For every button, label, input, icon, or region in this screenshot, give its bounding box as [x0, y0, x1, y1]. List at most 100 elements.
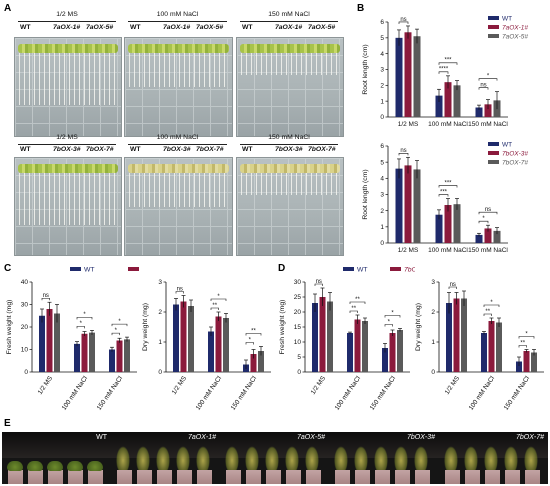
bar: [523, 351, 530, 372]
significance-bracket: [438, 194, 449, 197]
genotype-label: 7aOX-1#: [53, 24, 81, 31]
plant: [444, 446, 458, 470]
plate-condition-label: 100 mM NaCl: [156, 11, 199, 18]
y-tick-label: 2: [380, 208, 384, 215]
plant: [156, 446, 170, 470]
y-tick-label: 0: [431, 369, 435, 376]
x-tick-label: 100 mM NaCl: [428, 247, 468, 254]
plate-condition-label: 150 mM NaCl: [268, 11, 310, 18]
bar: [250, 354, 257, 372]
significance-bracket: [518, 345, 527, 348]
bar: [46, 309, 53, 372]
bar: [39, 315, 45, 372]
photo-genotype-label: 7bOX-7#: [515, 434, 544, 441]
bar: [404, 165, 412, 243]
photo-genotype-label: 7aOX-1#: [187, 434, 216, 441]
bar: [435, 95, 443, 117]
significance-bracket: [210, 298, 227, 301]
significance-label: *: [482, 216, 485, 222]
y-tick-label: 5: [380, 35, 384, 42]
pot: [177, 470, 192, 484]
plant: [196, 446, 210, 470]
pot: [485, 470, 500, 484]
legend-swatch: [70, 267, 81, 271]
significance-bracket: [478, 211, 498, 215]
y-tick-label: 3: [431, 279, 435, 286]
plant: [374, 446, 388, 470]
y-tick-label: 5: [297, 354, 301, 361]
significance-label: ns: [43, 293, 49, 299]
significance-label: **: [212, 303, 217, 309]
x-tick-label: 100 mM NaCl: [428, 121, 468, 128]
genotype-label: 7aOX-5#: [308, 24, 336, 31]
bar: [404, 32, 412, 117]
pot: [246, 470, 261, 484]
photo-genotype-label: WT: [96, 434, 107, 441]
plant: [285, 446, 299, 470]
plant: [47, 461, 63, 471]
plant: [524, 446, 538, 470]
y-axis-label: Dry weight (mg): [415, 303, 422, 351]
y-tick-label: 0: [24, 369, 28, 376]
genotype-label: WT: [242, 146, 253, 153]
plant: [484, 446, 498, 470]
plant: [176, 446, 190, 470]
bar: [258, 351, 264, 372]
bar: [116, 340, 123, 372]
significance-bracket: [448, 286, 457, 289]
plate-header-rule: [18, 144, 116, 145]
pot: [266, 470, 281, 484]
bar: [475, 234, 483, 243]
significance-bracket: [175, 291, 184, 294]
pot: [68, 470, 83, 484]
y-tick-label: 20: [294, 309, 302, 316]
y-tick-label: 2: [380, 83, 384, 90]
significance-bracket: [398, 21, 409, 24]
panel-letter-c: C: [4, 263, 12, 274]
y-tick-label: 40: [21, 279, 29, 286]
significance-label: ns: [177, 286, 183, 292]
significance-label: ***: [444, 180, 452, 186]
bar: [531, 352, 537, 372]
y-tick-label: 15: [294, 324, 302, 331]
y-tick-label: 0: [380, 240, 384, 247]
plant: [116, 446, 130, 470]
x-tick-label: 1/2 MS: [171, 375, 189, 396]
significance-bracket: [384, 315, 401, 318]
significance-bracket: [478, 220, 489, 224]
y-tick-label: 25: [294, 294, 302, 301]
bar: [413, 169, 421, 243]
bar: [319, 297, 326, 372]
plate-header-rule: [240, 144, 338, 145]
plant-photo: 7aOX-5#: [220, 432, 330, 484]
x-tick-label: 150 mM NaCl: [369, 375, 398, 412]
plate-condition-label: 1/2 MS: [56, 11, 78, 18]
plant: [354, 446, 368, 470]
significance-label: ns: [316, 279, 322, 285]
bar: [484, 228, 492, 243]
y-tick-label: 0: [158, 369, 162, 376]
x-tick-label: 100 mM NaCl: [468, 375, 497, 412]
significance-label: ns: [400, 148, 406, 154]
significance-label: **: [351, 306, 356, 312]
genotype-label: 7aOX-1#: [275, 24, 303, 31]
bar: [180, 301, 187, 372]
y-tick-label: 2: [158, 309, 162, 316]
legend-swatch: [488, 25, 499, 29]
bar: [453, 204, 461, 243]
significance-label: *: [217, 294, 220, 300]
significance-label: **: [520, 340, 525, 346]
significance-bracket: [245, 333, 262, 336]
pot: [465, 470, 480, 484]
significance-label: **: [355, 297, 360, 303]
plate-condition-label: 100 mM NaCl: [156, 134, 199, 141]
bar: [89, 332, 95, 372]
significance-label: **: [251, 328, 256, 334]
significance-label: *: [80, 321, 83, 327]
significance-bracket: [438, 71, 449, 74]
genotype-label: WT: [20, 146, 31, 153]
x-tick-label: 150 mM NaCl: [468, 247, 508, 254]
significance-label: ***: [444, 58, 452, 64]
bar: [395, 37, 403, 117]
x-tick-label: 1/2 MS: [398, 121, 419, 128]
